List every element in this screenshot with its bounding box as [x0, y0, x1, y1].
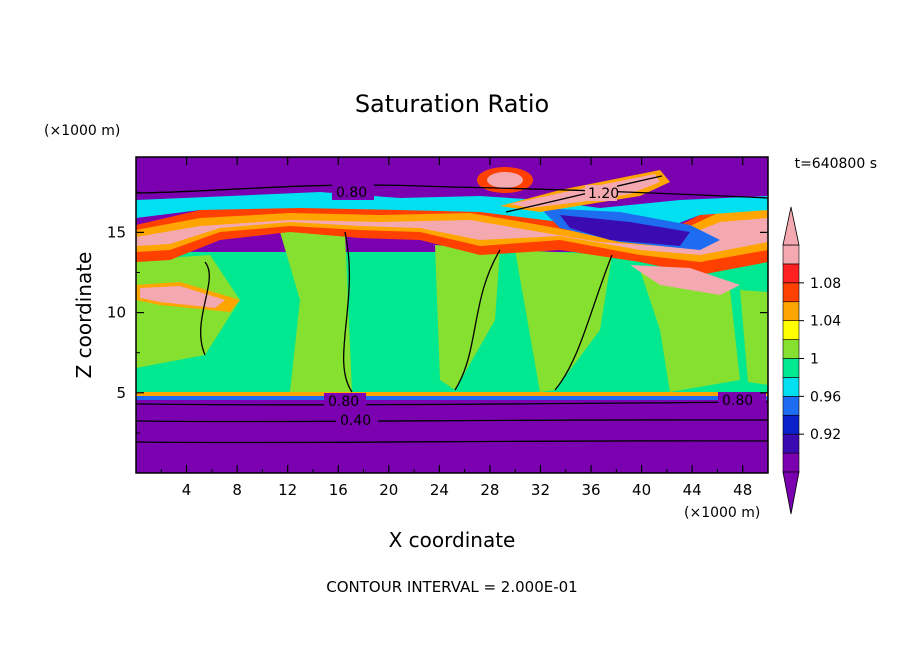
colorbar-swatch	[782, 301, 800, 321]
plot-frame	[135, 156, 769, 474]
contour-040-lower	[135, 419, 769, 423]
contour-label-4: 0.40	[340, 413, 371, 429]
colorbar-under-arrow	[782, 471, 800, 515]
x-tick-label: 36	[581, 481, 600, 499]
lower-dry-layer	[136, 400, 768, 473]
x-tick-label: 44	[683, 481, 702, 499]
colorbar-swatch	[782, 414, 800, 435]
colorbar-label: 1	[810, 352, 819, 368]
colorbar-over-arrow	[782, 206, 800, 246]
x-unit-label: (×1000 m)	[684, 505, 760, 521]
contour-label-2: 1.20	[588, 186, 619, 202]
cloud-column-6	[740, 290, 768, 385]
cloud-column-5	[640, 270, 740, 392]
colorbar-swatch	[782, 377, 800, 397]
y-tick-label: 10	[107, 304, 126, 322]
cloud-column-3	[435, 245, 500, 390]
upper-supersaturated-band	[136, 218, 768, 255]
cloud-column-4	[515, 250, 612, 392]
indigo-patch	[560, 215, 690, 246]
contour-020-lower	[135, 440, 769, 444]
colorbar: 1.08 1.04 1 0.96 0.92	[782, 206, 841, 515]
colorbar-swatch	[782, 358, 800, 378]
contour-mid-4	[554, 254, 613, 391]
x-tick-label: 16	[329, 481, 348, 499]
x-tick-label: 48	[733, 481, 752, 499]
colorbar-label: 1.08	[810, 276, 841, 292]
mid-patch-pink	[140, 286, 225, 308]
y-tick-label: 5	[116, 384, 126, 402]
y-axis-title: Z coordinate	[72, 252, 96, 379]
colorbar-swatch	[782, 320, 800, 340]
colorbar-swatch	[782, 263, 800, 284]
colorbar-swatch	[782, 282, 800, 303]
contour-label-5: 0.80	[722, 393, 753, 409]
x-tick-label: 28	[480, 481, 499, 499]
colorbar-label: 0.96	[810, 389, 841, 405]
x-axis: 4 8 12 16 20 24 28 32 36 40 44 48	[160, 157, 752, 499]
contour-label-3: 0.80	[328, 394, 359, 410]
x-tick-label: 24	[430, 481, 449, 499]
x-tick-label: 20	[379, 481, 398, 499]
boundary-blue	[136, 396, 768, 400]
x-tick-label: 4	[182, 481, 192, 499]
colorbar-label: 0.92	[810, 427, 841, 443]
y-unit-label: (×1000 m)	[44, 123, 120, 139]
colorbar-swatch	[782, 433, 800, 454]
colorbar-swatch	[782, 244, 800, 265]
colorbar-swatch	[782, 396, 800, 416]
x-tick-label: 8	[232, 481, 242, 499]
chart-title: Saturation Ratio	[355, 90, 549, 118]
contour-labels: 0.80 1.20 0.80 0.40 0.80	[324, 184, 766, 429]
boundary-orange	[136, 392, 768, 398]
y-tick-label: 15	[107, 223, 126, 241]
x-tick-label: 12	[278, 481, 297, 499]
colorbar-swatch	[782, 339, 800, 359]
colorbar-label: 1.04	[810, 314, 841, 330]
cloud-column-2	[280, 232, 352, 392]
overshoot-pink	[487, 172, 523, 188]
x-axis-title: X coordinate	[389, 528, 516, 552]
x-tick-label: 32	[531, 481, 550, 499]
contour-mid-1	[200, 261, 210, 356]
x-tick-label: 40	[632, 481, 651, 499]
saturation-field	[136, 157, 768, 473]
contour-mid-2	[342, 231, 353, 393]
colorbar-swatch	[782, 452, 800, 473]
time-label: t=640800 s	[795, 156, 877, 172]
y-axis: 5 10 15	[107, 191, 768, 434]
right-patch-pink	[630, 265, 740, 295]
contour-label-1: 0.80	[336, 185, 367, 201]
contour-mid-3	[454, 249, 501, 391]
contour-080-lower	[135, 401, 769, 406]
contour-interval-note: CONTOUR INTERVAL = 2.000E-01	[326, 578, 577, 596]
